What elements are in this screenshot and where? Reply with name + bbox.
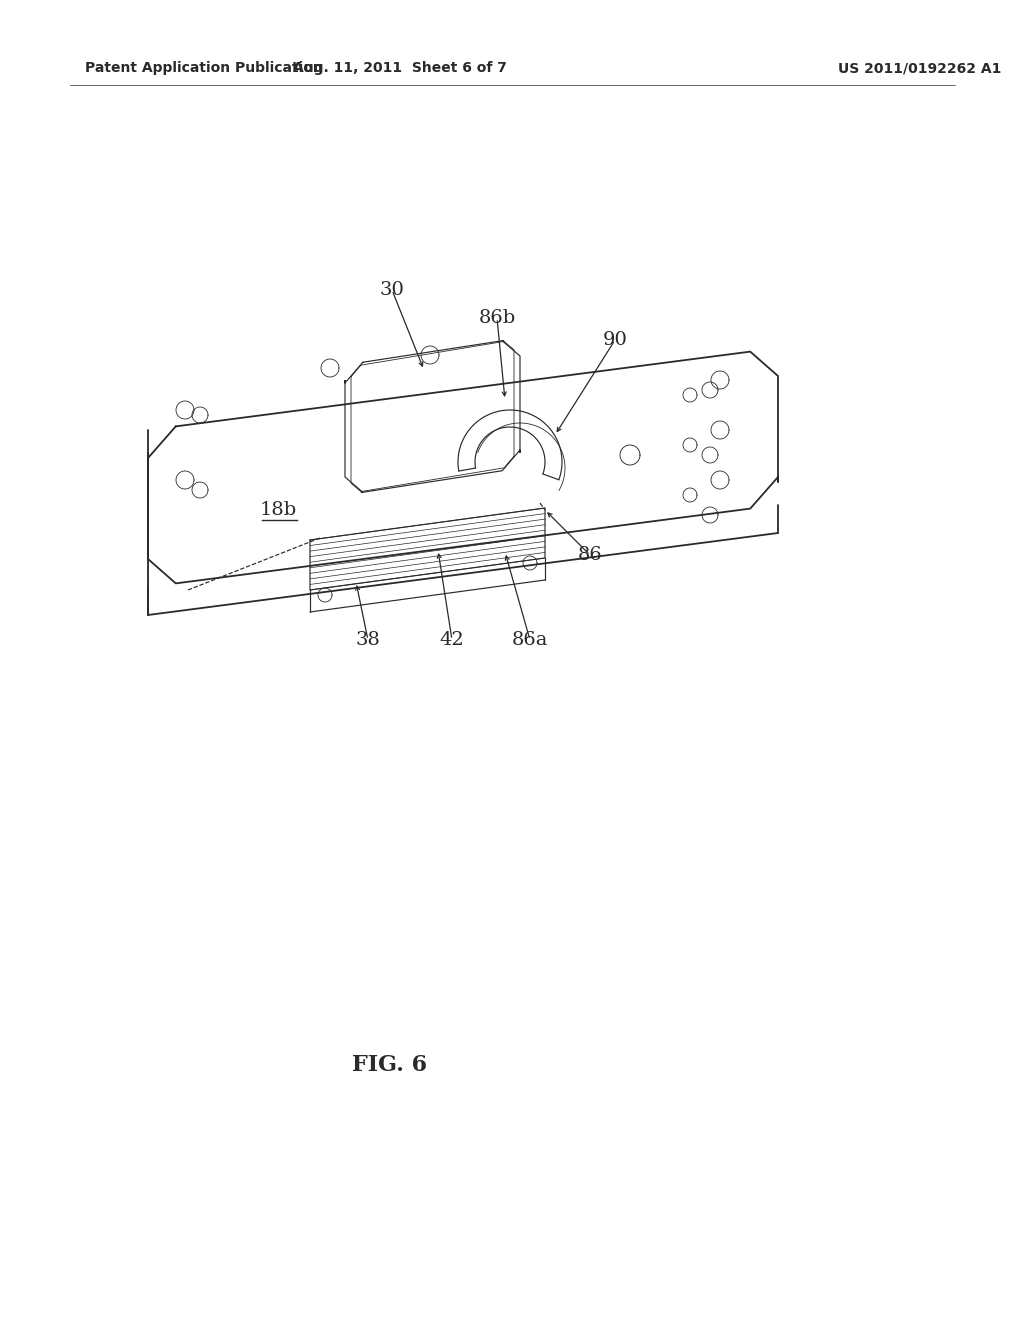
Text: 18b: 18b xyxy=(259,502,297,519)
Text: 86a: 86a xyxy=(512,631,548,649)
Text: 86b: 86b xyxy=(478,309,516,327)
Text: 38: 38 xyxy=(355,631,381,649)
Text: FIG. 6: FIG. 6 xyxy=(352,1053,428,1076)
Text: Patent Application Publication: Patent Application Publication xyxy=(85,61,323,75)
Text: Aug. 11, 2011  Sheet 6 of 7: Aug. 11, 2011 Sheet 6 of 7 xyxy=(293,61,507,75)
Text: US 2011/0192262 A1: US 2011/0192262 A1 xyxy=(839,61,1001,75)
Text: 42: 42 xyxy=(439,631,464,649)
Text: 30: 30 xyxy=(380,281,404,300)
Text: 90: 90 xyxy=(602,331,628,348)
Text: 86: 86 xyxy=(578,546,602,564)
